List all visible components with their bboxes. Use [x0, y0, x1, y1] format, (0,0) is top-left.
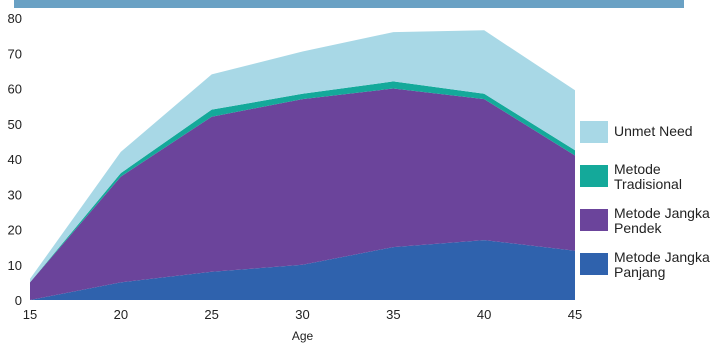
x-tick-label: 25 — [204, 307, 218, 322]
area-series-metode-jangka-panjang — [30, 240, 575, 300]
legend-swatch — [580, 165, 608, 187]
x-tick-label: 35 — [386, 307, 400, 322]
area-series-unmet-need — [30, 30, 575, 283]
y-tick-label: 0 — [15, 293, 22, 308]
legend-swatch — [580, 209, 608, 231]
x-tick-label: 45 — [568, 307, 582, 322]
y-tick-label: 70 — [8, 46, 22, 61]
y-tick-label: 20 — [8, 223, 22, 238]
legend-item-unmet-need: Unmet Need — [580, 118, 710, 162]
legend-label: Metode Jangka Panjang — [614, 249, 710, 280]
area-series-metode-jangka-pendek — [30, 88, 575, 300]
x-tick-label: 30 — [295, 307, 309, 322]
legend: Unmet Need Metode Tradisional Metode Jan… — [580, 118, 710, 294]
x-tick-label: 20 — [114, 307, 128, 322]
y-tick-label: 50 — [8, 117, 22, 132]
legend-item-metode-jangka-panjang: Metode Jangka Panjang — [580, 250, 710, 294]
y-tick-label: 40 — [8, 152, 22, 167]
header-bar — [14, 0, 684, 8]
y-tick-label: 10 — [8, 258, 22, 273]
legend-label: Metode Tradisional — [614, 161, 682, 192]
y-tick-label: 60 — [8, 82, 22, 97]
y-tick-label: 80 — [8, 11, 22, 26]
legend-swatch — [580, 253, 608, 275]
x-axis-label: Age — [292, 329, 314, 343]
legend-item-metode-tradisional: Metode Tradisional — [580, 162, 710, 206]
legend-label: Unmet Need — [614, 123, 693, 139]
x-tick-label: 15 — [23, 307, 37, 322]
legend-swatch — [580, 121, 608, 143]
legend-label: Metode Jangka Pendek — [614, 205, 710, 236]
y-tick-label: 30 — [8, 187, 22, 202]
x-tick-label: 40 — [477, 307, 491, 322]
legend-item-metode-jangka-pendek: Metode Jangka Pendek — [580, 206, 710, 250]
